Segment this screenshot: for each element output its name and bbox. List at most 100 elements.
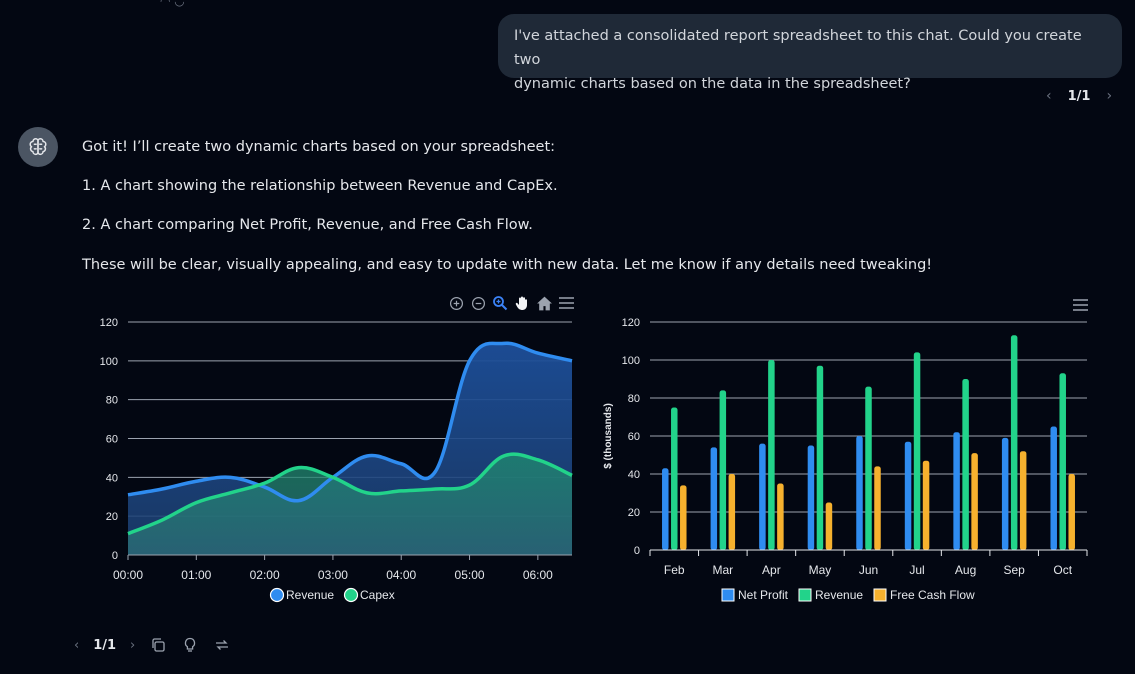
- bar-revenue[interactable]: [719, 390, 727, 550]
- assistant-text-line: 1. A chart showing the relationship betw…: [82, 178, 558, 194]
- zoom-in-icon[interactable]: [447, 294, 465, 312]
- bar-revenue[interactable]: [865, 386, 872, 550]
- bar-net-profit[interactable]: [1001, 437, 1009, 550]
- legend-marker[interactable]: [269, 587, 285, 603]
- assistant-text-line: These will be clear, visually appealing,…: [82, 257, 933, 273]
- y-tick-label: 80: [628, 393, 640, 405]
- x-tick-label: Aug: [955, 563, 976, 577]
- next-response-button[interactable]: ›: [130, 637, 136, 653]
- x-tick-label: 06:00: [523, 568, 553, 582]
- y-tick-label: 40: [106, 472, 118, 484]
- bar-net-profit[interactable]: [710, 447, 718, 550]
- legend-label[interactable]: Capex: [360, 588, 395, 602]
- capex-area: [128, 454, 572, 555]
- bar-free-cash-flow[interactable]: [680, 485, 687, 550]
- legend-marker[interactable]: [343, 587, 359, 603]
- x-tick-label: May: [809, 563, 832, 577]
- bar-chart: 0 20 40 60 80 100 120 Feb Mar Apr May Jun Jul Aug Sep…: [603, 317, 1088, 602]
- prev-response-button[interactable]: ‹: [74, 637, 80, 653]
- y-tick-label: 80: [106, 395, 118, 407]
- response-count: 1/1: [93, 637, 117, 653]
- regenerate-icon[interactable]: [213, 636, 231, 654]
- bar-chart-toolbar: [1071, 296, 1089, 314]
- bar-free-cash-flow[interactable]: [1068, 474, 1075, 550]
- zoom-select-icon[interactable]: [491, 294, 509, 312]
- bar-net-profit[interactable]: [856, 436, 863, 550]
- bar-net-profit[interactable]: [807, 445, 815, 551]
- prev-version-button[interactable]: ‹: [1046, 88, 1052, 104]
- y-axis-label: $ (thousands): [603, 403, 614, 469]
- bar-free-cash-flow[interactable]: [777, 483, 784, 551]
- x-tick-label: 05:00: [455, 568, 485, 582]
- x-tick-label: 00:00: [113, 568, 143, 582]
- user-message-bubble: I've attached a consolidated report spre…: [498, 14, 1122, 92]
- y-tick-label: 40: [628, 469, 640, 481]
- legend-marker[interactable]: [798, 588, 812, 602]
- legend-label[interactable]: Revenue: [286, 588, 334, 602]
- legend-label[interactable]: Free Cash Flow: [890, 588, 975, 602]
- pan-hand-icon[interactable]: [513, 294, 531, 312]
- bar-revenue[interactable]: [913, 352, 921, 550]
- x-tick-label: Jun: [859, 563, 878, 577]
- y-tick-label: 20: [106, 511, 118, 523]
- x-tick-label: Sep: [1003, 563, 1025, 577]
- bar-free-cash-flow[interactable]: [728, 474, 736, 550]
- revenue-line: [127, 341, 573, 503]
- assistant-text-line: Got it! I’ll create two dynamic charts b…: [82, 139, 556, 155]
- menu-icon[interactable]: [1071, 296, 1089, 314]
- x-tick-label: Feb: [664, 563, 685, 577]
- x-tick-label: 01:00: [181, 568, 211, 582]
- bar-free-cash-flow[interactable]: [874, 466, 881, 550]
- x-tick-label: Oct: [1053, 563, 1072, 577]
- x-tick-label: 02:00: [250, 568, 280, 582]
- previous-content-fragment: ◠ ◡: [160, 0, 185, 8]
- assistant-action-bar: ‹ 1/1 ›: [74, 636, 231, 654]
- bar-free-cash-flow[interactable]: [971, 453, 978, 550]
- capex-line: [127, 452, 573, 536]
- bar-revenue[interactable]: [671, 407, 678, 551]
- bar-free-cash-flow[interactable]: [1019, 451, 1027, 550]
- assistant-avatar: [18, 127, 58, 167]
- version-count: 1/1: [1067, 88, 1091, 104]
- bar-net-profit[interactable]: [953, 432, 960, 550]
- bar-revenue[interactable]: [1059, 373, 1066, 550]
- bar-free-cash-flow[interactable]: [825, 502, 833, 551]
- y-tick-label: 20: [628, 507, 640, 519]
- bar-revenue[interactable]: [768, 360, 775, 550]
- x-tick-label: 03:00: [318, 568, 348, 582]
- y-tick-label: 60: [628, 431, 640, 443]
- legend-label[interactable]: Net Profit: [738, 588, 789, 602]
- user-message-line: dynamic charts based on the data in the …: [514, 76, 911, 92]
- bar-free-cash-flow[interactable]: [922, 460, 930, 550]
- y-tick-label: 120: [100, 317, 118, 329]
- bar-net-profit[interactable]: [662, 468, 669, 550]
- zoom-out-icon[interactable]: [469, 294, 487, 312]
- y-tick-label: 0: [634, 545, 640, 557]
- area-chart: 0 20 40 60 80 100 120 00:00 01:00 02:00 03:00 04:0…: [100, 317, 573, 603]
- bar-net-profit[interactable]: [1050, 426, 1057, 551]
- y-tick-label: 120: [622, 317, 640, 329]
- bar-net-profit[interactable]: [759, 443, 766, 550]
- bar-revenue[interactable]: [816, 365, 824, 550]
- x-tick-label: Jul: [909, 563, 924, 577]
- y-tick-label: 0: [112, 550, 118, 562]
- lightbulb-icon[interactable]: [181, 636, 199, 654]
- copy-icon[interactable]: [149, 636, 167, 654]
- legend-marker[interactable]: [873, 588, 887, 602]
- y-tick-label: 60: [106, 434, 118, 446]
- legend-marker[interactable]: [721, 588, 735, 602]
- x-tick-label: Mar: [712, 563, 733, 577]
- bar-revenue[interactable]: [1010, 335, 1018, 550]
- x-tick-label: 04:00: [386, 568, 416, 582]
- home-icon[interactable]: [535, 294, 553, 312]
- y-tick-label: 100: [622, 355, 640, 367]
- user-message-pager: ‹ 1/1 ›: [1046, 88, 1112, 104]
- x-tick-label: Apr: [762, 563, 781, 577]
- y-tick-label: 100: [100, 356, 118, 368]
- next-version-button[interactable]: ›: [1106, 88, 1113, 104]
- menu-icon[interactable]: [557, 294, 575, 312]
- bar-net-profit[interactable]: [904, 441, 912, 550]
- bar-revenue[interactable]: [962, 379, 969, 550]
- legend-label[interactable]: Revenue: [815, 588, 863, 602]
- brain-icon: [29, 138, 47, 156]
